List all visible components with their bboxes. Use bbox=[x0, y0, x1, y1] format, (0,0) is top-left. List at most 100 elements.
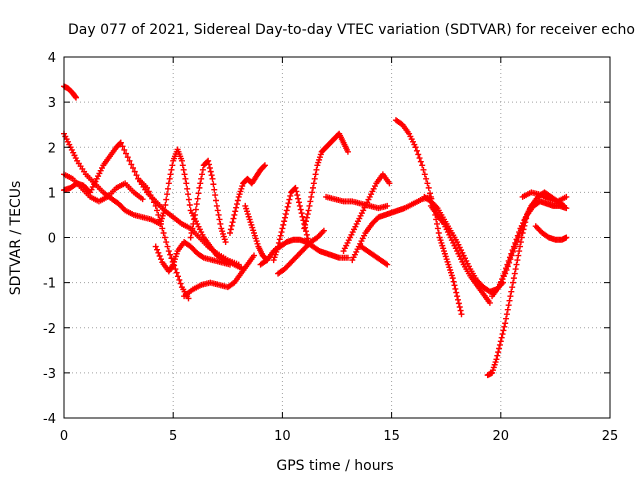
y-axis-label: SDTVAR / TECUs bbox=[8, 181, 24, 296]
data-point bbox=[434, 220, 441, 227]
data-point bbox=[285, 200, 292, 207]
data-point bbox=[292, 184, 299, 191]
data-point bbox=[161, 207, 168, 214]
data-point bbox=[242, 202, 249, 209]
data-point bbox=[307, 198, 314, 205]
data-point bbox=[274, 246, 281, 253]
data-point bbox=[254, 240, 261, 247]
data-point bbox=[199, 171, 206, 178]
data-point bbox=[275, 243, 282, 250]
data-point bbox=[509, 247, 516, 254]
data-point bbox=[437, 237, 444, 244]
series-arc-23 bbox=[427, 202, 493, 306]
data-point bbox=[172, 253, 179, 260]
data-point bbox=[155, 211, 162, 218]
grid-lines bbox=[64, 57, 610, 418]
data-point bbox=[499, 276, 506, 283]
data-point bbox=[194, 195, 201, 202]
data-point bbox=[312, 171, 319, 178]
data-point bbox=[183, 180, 190, 187]
data-point bbox=[222, 239, 229, 246]
data-point bbox=[246, 216, 253, 223]
data-point bbox=[316, 156, 323, 163]
data-point bbox=[486, 299, 493, 306]
data-point bbox=[451, 282, 458, 289]
data-point bbox=[189, 225, 196, 232]
data-point bbox=[448, 272, 455, 279]
series-arc-16 bbox=[301, 130, 351, 232]
data-point bbox=[438, 239, 445, 246]
data-point bbox=[439, 242, 446, 249]
data-point bbox=[515, 252, 522, 259]
data-point bbox=[455, 300, 462, 307]
series-arc-13 bbox=[257, 236, 351, 268]
data-point bbox=[154, 246, 161, 253]
series-arc-1 bbox=[61, 83, 80, 101]
data-point bbox=[441, 248, 448, 255]
data-point bbox=[457, 307, 464, 314]
y-tick-label: 3 bbox=[48, 96, 56, 111]
data-point bbox=[154, 207, 161, 214]
data-point bbox=[251, 232, 258, 239]
y-tick-label: -1 bbox=[43, 277, 56, 292]
data-point bbox=[276, 236, 283, 243]
axes: 0 5 10 15 20 25 -4 -3 -2 -1 0 1 2 3 4 bbox=[43, 51, 618, 444]
data-point bbox=[280, 221, 287, 228]
data-point bbox=[514, 232, 521, 239]
data-point bbox=[320, 227, 327, 234]
data-point bbox=[139, 196, 146, 203]
data-point bbox=[436, 234, 443, 241]
series-arc-20 bbox=[358, 243, 391, 268]
data-point bbox=[510, 279, 517, 286]
data-point bbox=[309, 189, 316, 196]
data-point bbox=[248, 221, 255, 228]
data-point bbox=[314, 162, 321, 169]
data-point bbox=[163, 239, 170, 246]
data-point bbox=[448, 269, 455, 276]
data-point bbox=[245, 213, 252, 220]
data-point bbox=[181, 171, 188, 178]
data-point bbox=[173, 269, 180, 276]
data-point bbox=[427, 190, 434, 197]
data-point bbox=[445, 261, 452, 268]
data-point bbox=[503, 315, 510, 322]
data-point bbox=[184, 185, 191, 192]
data-point bbox=[237, 188, 244, 195]
data-point bbox=[158, 215, 165, 222]
data-point bbox=[458, 311, 465, 318]
data-point bbox=[316, 154, 323, 161]
data-point bbox=[516, 229, 523, 236]
data-point bbox=[302, 218, 309, 225]
data-point bbox=[244, 208, 251, 215]
data-point bbox=[143, 184, 150, 191]
data-point bbox=[498, 334, 505, 341]
data-point bbox=[344, 148, 351, 155]
series-arc-10 bbox=[181, 252, 258, 300]
data-point bbox=[170, 261, 177, 268]
series-arc-5 bbox=[61, 171, 146, 205]
data-point bbox=[239, 183, 246, 190]
data-point bbox=[270, 257, 277, 264]
data-point bbox=[417, 158, 424, 165]
y-tick-label: -2 bbox=[43, 322, 56, 337]
data-point bbox=[227, 226, 234, 233]
data-point bbox=[506, 254, 513, 261]
data-point bbox=[449, 275, 456, 282]
data-point bbox=[313, 166, 320, 173]
data-point bbox=[384, 202, 391, 209]
data-point bbox=[386, 180, 393, 187]
data-point bbox=[295, 195, 302, 202]
data-point bbox=[282, 211, 289, 218]
data-point bbox=[165, 180, 172, 187]
data-point bbox=[421, 171, 428, 178]
data-point bbox=[496, 345, 503, 352]
data-point bbox=[442, 253, 449, 260]
data-point bbox=[492, 359, 499, 366]
y-tick-label: 0 bbox=[48, 232, 56, 247]
data-point bbox=[231, 211, 238, 218]
data-point bbox=[192, 211, 199, 218]
data-point bbox=[508, 250, 515, 257]
data-point bbox=[503, 311, 510, 318]
data-point bbox=[304, 235, 311, 242]
